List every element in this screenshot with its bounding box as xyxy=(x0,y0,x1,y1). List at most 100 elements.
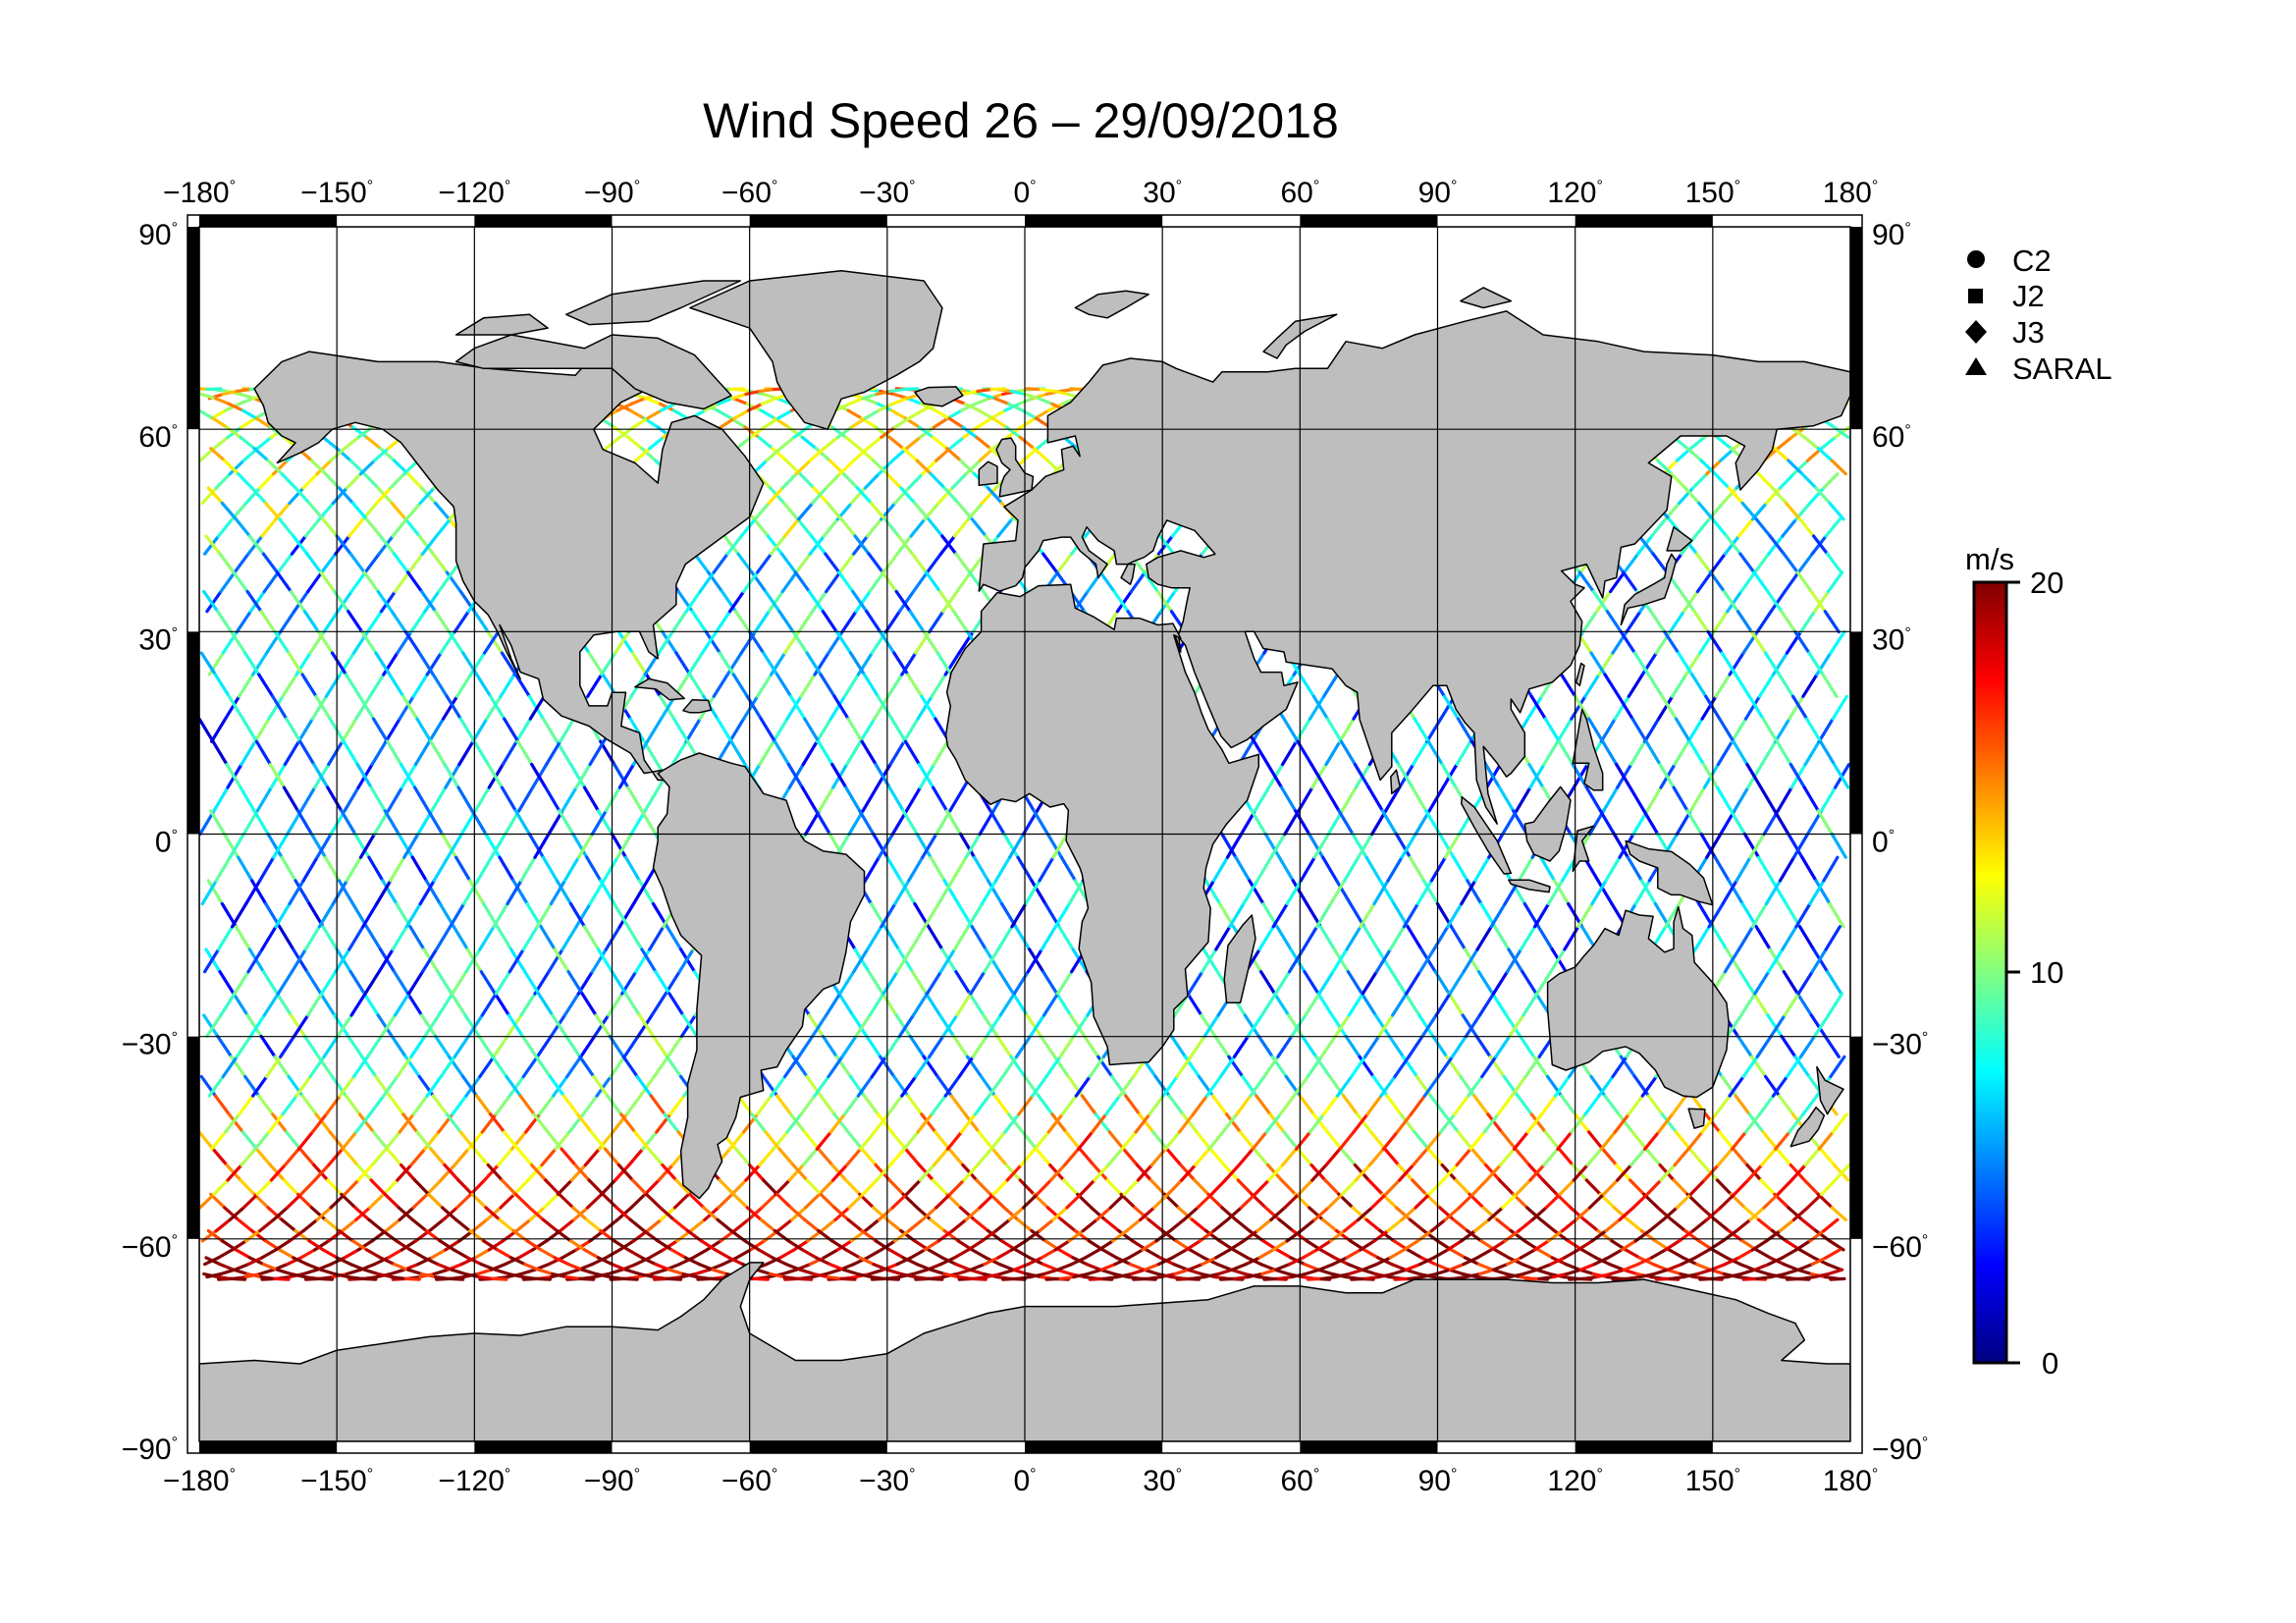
track-segment xyxy=(553,947,570,974)
track-segment xyxy=(800,1248,819,1260)
track-segment xyxy=(719,416,736,429)
track-segment xyxy=(942,486,960,506)
track-segment xyxy=(1736,925,1755,951)
track-segment xyxy=(415,1130,433,1151)
track-segment xyxy=(1521,1262,1538,1271)
lon-tick-label: −180° xyxy=(163,177,236,209)
track-segment xyxy=(607,1268,624,1276)
track-segment xyxy=(1780,1034,1797,1058)
track-segment xyxy=(334,947,351,974)
track-segment xyxy=(693,1268,712,1276)
track-segment xyxy=(1585,1147,1603,1167)
track-segment xyxy=(285,717,302,743)
track-segment xyxy=(1046,1112,1064,1134)
track-segment xyxy=(810,534,828,556)
track-segment xyxy=(1651,552,1669,574)
track-segment xyxy=(1587,1192,1606,1210)
track-segment xyxy=(228,832,245,859)
track-segment xyxy=(1711,925,1729,951)
lon-tick-label: 180° xyxy=(1823,177,1878,209)
track-segment xyxy=(1146,1274,1163,1281)
track-segment xyxy=(233,1262,250,1271)
track-segment xyxy=(1735,855,1752,883)
track-segment xyxy=(355,762,373,789)
track-segment xyxy=(1789,762,1806,789)
track-segment xyxy=(638,1074,657,1098)
track-segment xyxy=(281,1094,298,1116)
track-segment xyxy=(622,1034,640,1058)
track-segment xyxy=(1713,855,1731,883)
track-segment xyxy=(1788,1112,1805,1134)
land-polygon xyxy=(995,437,1035,498)
track-segment xyxy=(1407,1034,1424,1058)
track-segment xyxy=(1589,651,1607,676)
track-segment xyxy=(1069,1013,1087,1039)
track-segment xyxy=(630,1178,649,1197)
track-segment xyxy=(1800,855,1818,883)
track-segment xyxy=(815,717,833,743)
track-segment xyxy=(379,1256,397,1267)
track-segment xyxy=(492,901,509,929)
track-segment xyxy=(866,435,883,451)
track-segment xyxy=(1623,552,1640,574)
track-segment xyxy=(1780,610,1797,634)
track-segment xyxy=(794,459,812,476)
track-segment xyxy=(1280,1147,1299,1167)
track-segment xyxy=(306,570,324,594)
track-segment xyxy=(278,925,295,951)
track-segment xyxy=(923,1239,940,1252)
track-segment xyxy=(1279,785,1298,813)
track-segment xyxy=(1271,1239,1289,1252)
track-segment xyxy=(1297,785,1314,813)
track-segment xyxy=(1253,1178,1271,1197)
track-segment xyxy=(1100,1248,1119,1260)
track-segment xyxy=(877,459,895,476)
track-segment xyxy=(1148,1094,1165,1116)
track-segment xyxy=(362,472,380,490)
track-segment xyxy=(331,486,348,506)
track-segment xyxy=(1386,1217,1404,1233)
track-segment xyxy=(1074,1074,1092,1098)
track-segment xyxy=(1755,610,1773,634)
longitude-labels-top: −180° −150° −120° −90° −60° −30° 0° 30° 60° 90° 12… xyxy=(163,177,1878,209)
track-segment xyxy=(1209,1178,1227,1197)
track-segment xyxy=(348,1262,366,1271)
track-segment xyxy=(1761,717,1779,743)
track-segment xyxy=(1168,1217,1186,1233)
track-segment xyxy=(645,1217,664,1233)
track-segment xyxy=(219,1268,237,1276)
track-segment xyxy=(1576,1239,1594,1252)
track-segment xyxy=(1163,1130,1182,1151)
track-segment xyxy=(899,879,917,906)
track-segment xyxy=(275,1268,293,1276)
track-segment xyxy=(397,1206,414,1221)
track-segment xyxy=(1553,1074,1572,1098)
track-segment xyxy=(1794,901,1812,929)
track-segment xyxy=(228,459,245,476)
track-segment xyxy=(1285,879,1303,906)
track-segment xyxy=(383,809,400,837)
track-segment xyxy=(1009,389,1027,397)
track-segment xyxy=(558,809,575,837)
track-segment xyxy=(1694,552,1713,574)
track-segment xyxy=(1650,517,1668,538)
track-segment xyxy=(434,1274,452,1281)
lat-tick-label: 30° xyxy=(1872,623,1911,656)
track-segment xyxy=(927,517,944,538)
track-segment xyxy=(1294,809,1311,837)
track-segment xyxy=(1134,1112,1151,1134)
track-segment xyxy=(478,925,496,951)
track-segment xyxy=(1411,1178,1428,1197)
track-segment xyxy=(1597,1074,1615,1098)
colorbar-bar xyxy=(1972,580,2008,1365)
track-segment xyxy=(1060,1094,1078,1116)
track-segment xyxy=(321,435,339,451)
track-segment xyxy=(915,1262,933,1271)
track-segment xyxy=(1299,855,1316,883)
track-segment xyxy=(1402,901,1420,929)
lon-tick-label: 150° xyxy=(1685,177,1740,209)
track-segment xyxy=(1149,1147,1168,1167)
land-polygon xyxy=(1546,905,1730,1099)
track-segment xyxy=(1443,832,1462,859)
track-segment xyxy=(1314,1239,1333,1252)
